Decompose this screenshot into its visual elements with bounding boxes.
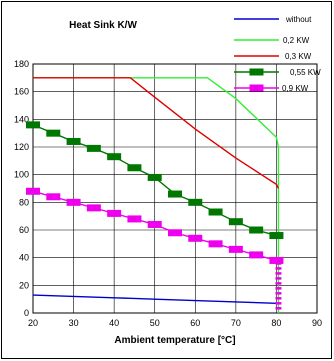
- y-tick-label: 40: [19, 253, 29, 263]
- legend-label-5: 0,9 KW: [282, 84, 309, 93]
- legend-label-4: 0,55 KW: [290, 68, 321, 77]
- series-marker-5-drop: [275, 272, 282, 275]
- y-tick-label: 160: [14, 87, 29, 97]
- marker-group: [26, 121, 284, 310]
- x-axis-label: Ambient temperature [°C]: [114, 335, 235, 346]
- series-marker-5: [66, 198, 81, 206]
- series-line-1: [32, 294, 279, 305]
- series-marker-5-drop: [275, 297, 282, 300]
- series-marker-4: [208, 208, 223, 216]
- y-tick-label: 100: [14, 170, 29, 180]
- series-marker-5-drop: [275, 307, 282, 310]
- series-marker-5: [147, 220, 162, 228]
- legend-label-1: without: [285, 15, 312, 24]
- series-marker-4: [168, 190, 182, 198]
- series-marker-5-drop: [275, 282, 282, 285]
- y-axis: 0 20 40 60 80 100 120 140 160 180: [14, 59, 29, 318]
- legend-marker-4: [249, 68, 264, 76]
- y-tick-label: 120: [14, 142, 29, 152]
- series-marker-4: [228, 218, 243, 226]
- y-tick-label: 0: [24, 308, 29, 318]
- x-tick-label: 30: [69, 318, 79, 328]
- series-marker-5: [208, 240, 223, 248]
- y-tick-label: 140: [14, 114, 29, 124]
- legend-label-3: 0,3 KW: [285, 52, 312, 61]
- series-marker-5: [107, 209, 122, 217]
- series-marker-5: [269, 256, 284, 264]
- y-tick-label: 80: [19, 197, 29, 207]
- series-marker-4: [86, 144, 101, 152]
- legend: without 0,2 KW 0,3 KW 0,55 KW 0,9 KW: [234, 15, 321, 93]
- series-line-2: [33, 77, 280, 313]
- series-group: [32, 77, 280, 313]
- x-tick-label: 60: [190, 318, 200, 328]
- x-tick-label: 20: [28, 318, 38, 328]
- grid-lines: [32, 63, 318, 314]
- series-marker-5: [168, 229, 182, 237]
- series-marker-5-drop: [275, 262, 282, 265]
- chart-title: Heat Sink K/W: [69, 20, 137, 31]
- series-marker-5: [127, 215, 142, 223]
- series-marker-5-drop: [275, 292, 282, 295]
- plot-area: [32, 63, 318, 314]
- x-tick-label: 70: [231, 318, 241, 328]
- series-marker-5-drop: [275, 277, 282, 280]
- x-axis: 20 30 40 50 60 70 80 90: [28, 318, 322, 328]
- x-tick-label: 90: [312, 318, 322, 328]
- legend-marker-5: [249, 84, 264, 92]
- series-marker-5: [249, 251, 264, 259]
- series-marker-4: [127, 164, 142, 172]
- series-marker-4: [188, 198, 203, 206]
- series-marker-5: [26, 187, 40, 195]
- series-marker-4: [269, 232, 284, 240]
- x-tick-label: 50: [150, 318, 160, 328]
- series-marker-5: [46, 193, 61, 201]
- series-marker-4: [66, 137, 81, 145]
- y-tick-label: 20: [19, 280, 29, 290]
- series-marker-4: [26, 121, 40, 129]
- series-marker-5-drop: [275, 287, 282, 290]
- y-tick-label: 60: [19, 225, 29, 235]
- series-marker-4: [249, 226, 264, 234]
- series-marker-5-drop: [275, 302, 282, 305]
- x-tick-label: 40: [109, 318, 119, 328]
- series-line-3: [33, 77, 280, 189]
- series-marker-5: [86, 204, 101, 212]
- series-marker-4: [107, 153, 122, 161]
- legend-label-2: 0,2 KW: [283, 36, 310, 45]
- series-marker-5: [188, 234, 203, 242]
- series-marker-4: [147, 173, 162, 181]
- series-marker-5-drop: [275, 267, 282, 270]
- series-marker-5: [228, 245, 243, 253]
- series-marker-4: [46, 129, 61, 137]
- y-tick-label: 180: [14, 59, 29, 69]
- x-tick-label: 80: [271, 318, 281, 328]
